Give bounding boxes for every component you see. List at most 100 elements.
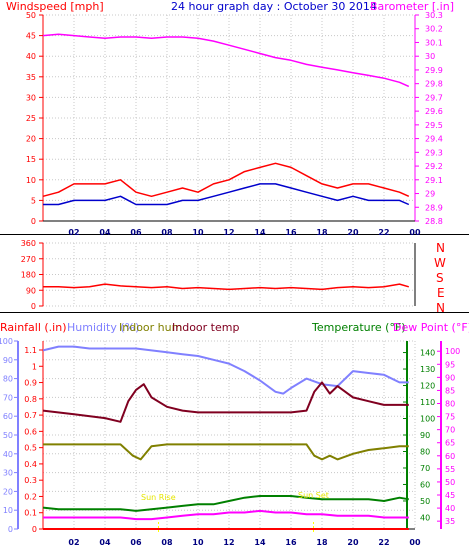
climate-x-tick-label: 22 (378, 538, 389, 547)
series-lines (42, 33, 410, 530)
temperature-tick-label: 110 (420, 398, 435, 407)
indoor-hum-label: Indoor hum (119, 321, 182, 334)
barometer-tick-label: 30.1 (425, 38, 443, 47)
wind-x-tick-label: 16 (285, 228, 297, 237)
temperature-tick-label: 50 (420, 497, 430, 506)
climate-x-tick-label: 00 (409, 538, 421, 547)
wind-x-tick-label: 04 (99, 228, 111, 237)
wind-left-tick-label: 5 (31, 196, 36, 205)
rain-tick-label: 0.6 (24, 427, 37, 436)
barometer-tick-label: 29.6 (425, 107, 443, 116)
chart-title: 24 hour graph day : October 30 2014 (171, 0, 377, 13)
dew-tick-label: 50 (445, 478, 455, 487)
indoor-temp-label: Indoor temp (172, 321, 239, 334)
wind-left-tick-label: 45 (26, 32, 36, 41)
rain-tick-label: 0.2 (24, 492, 37, 501)
humidity-tick-label: 30 (3, 469, 13, 478)
direction-label-north: N (436, 241, 445, 255)
wind-x-tick-label: 22 (378, 228, 389, 237)
humidity-label: Humidity (%) (67, 321, 139, 334)
dew-point-line (43, 509, 409, 521)
wind-left-tick-label: 20 (26, 135, 36, 144)
wind-x-tick-label: 10 (192, 228, 204, 237)
dew-tick-label: 80 (445, 400, 455, 409)
barometer-tick-label: 29.4 (425, 135, 443, 144)
dew-point-label: Dew Point (°F) (393, 321, 469, 334)
temperature-tick-label: 40 (420, 513, 430, 522)
barometer-tick-label: 30.2 (425, 25, 443, 34)
wind-x-tick-label: 08 (161, 228, 173, 237)
dew-tick-label: 100 (445, 347, 460, 356)
dew-tick-label: 60 (445, 452, 455, 461)
climate-x-tick-label: 18 (316, 538, 328, 547)
wind-x-tick-label: 00 (409, 228, 421, 237)
wind-x-tick-label: 02 (68, 228, 79, 237)
climate-x-tick-label: 06 (130, 538, 142, 547)
climate-x-tick-label: 12 (223, 538, 234, 547)
rain-tick-label: 0.9 (24, 379, 37, 388)
barometer-tick-label: 29.8 (425, 80, 443, 89)
barometer-tick-label: 28.8 (425, 217, 443, 226)
dew-tick-label: 35 (445, 517, 455, 526)
wind-x-tick-label: 20 (347, 228, 359, 237)
wind-left-tick-label: 40 (26, 52, 36, 61)
rain-tick-label: 1.1 (24, 346, 37, 355)
dew-tick-label: 85 (445, 386, 455, 395)
barometer-axis-label: Barometer [.in] (370, 0, 454, 13)
wind-left-tick-label: 30 (26, 93, 36, 102)
rain-tick-label: 0 (32, 525, 37, 534)
temperature-tick-label: 130 (420, 365, 435, 374)
barometer-tick-label: 29.7 (425, 93, 443, 102)
dew-tick-label: 90 (445, 373, 455, 382)
climate-x-tick-label: 10 (192, 538, 204, 547)
direction-label-south: S (436, 271, 444, 285)
wind-x-tick-label: 18 (316, 228, 328, 237)
wind-left-tick-label: 0 (31, 217, 36, 226)
temperature-tick-label: 60 (420, 480, 430, 489)
wind-left-tick-label: 15 (26, 155, 36, 164)
wind-left-tick-label: 35 (26, 73, 36, 82)
wind-left-tick-label: 10 (26, 176, 36, 185)
temperature-tick-label: 120 (420, 382, 435, 391)
humidity-tick-label: 10 (3, 506, 13, 515)
direction-tick-label: 90 (26, 286, 36, 295)
dew-tick-label: 65 (445, 439, 455, 448)
direction-label-west: W (434, 256, 446, 270)
barometer-tick-label: 29.5 (425, 121, 443, 130)
barometer-tick-label: 29.2 (425, 162, 443, 171)
rainfall-label: Rainfall (.in) (0, 321, 67, 334)
humidity-tick-label: 0 (8, 525, 13, 534)
climate-x-tick-label: 16 (285, 538, 297, 547)
direction-label-east: E (437, 286, 445, 300)
rain-tick-label: 0.5 (24, 444, 37, 453)
humidity-tick-label: 60 (3, 412, 13, 421)
climate-x-tick-label: 04 (99, 538, 111, 547)
temperature-tick-label: 70 (420, 464, 430, 473)
temperature-line (42, 495, 409, 512)
temperature-tick-label: 80 (420, 447, 430, 456)
wind-left-tick-label: 50 (26, 11, 36, 20)
humidity-line (42, 345, 409, 395)
direction-tick-label: 360 (21, 239, 36, 248)
sunrise-label: Sun Rise (141, 493, 176, 502)
barometer-tick-label: 29.1 (425, 176, 443, 185)
barometer-tick-label: 30.3 (425, 11, 443, 20)
barometer-tick-label: 30 (425, 52, 435, 61)
temperature-tick-label: 140 (420, 349, 435, 358)
climate-x-tick-label: 20 (347, 538, 359, 547)
wind-left-tick-label: 25 (26, 114, 36, 123)
tick-labels: 0510152025303540455028.828.92929.129.229… (0, 11, 460, 547)
humidity-tick-label: 20 (3, 487, 13, 496)
dew-tick-label: 70 (445, 426, 455, 435)
windspeed-axis-label: Windspeed [mph] (6, 0, 104, 13)
humidity-tick-label: 100 (0, 337, 13, 346)
indoor-hum-line (43, 443, 409, 461)
sunset-label: Sun Set (298, 491, 329, 500)
barometer-tick-label: 29.9 (425, 66, 443, 75)
climate-x-tick-label: 08 (161, 538, 173, 547)
dew-tick-label: 45 (445, 491, 455, 500)
direction-tick-label: 270 (21, 255, 36, 264)
wind-x-tick-label: 12 (223, 228, 234, 237)
